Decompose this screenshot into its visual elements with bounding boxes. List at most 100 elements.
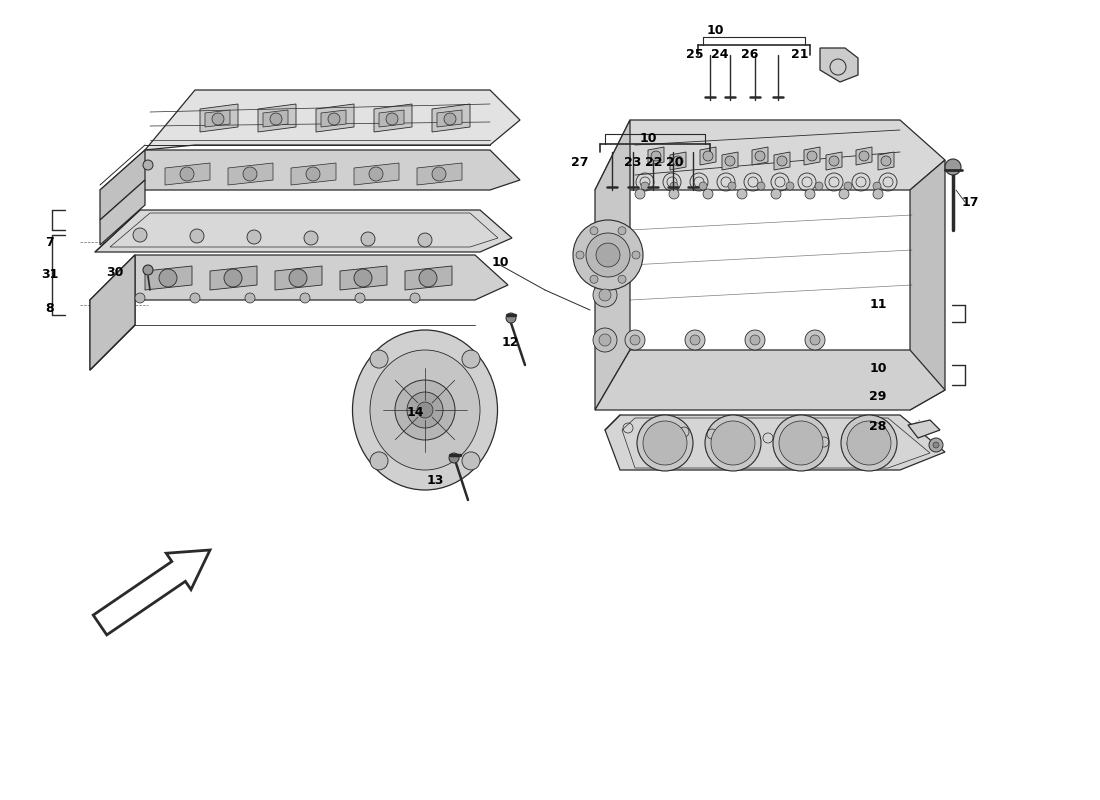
Circle shape xyxy=(635,189,645,199)
Polygon shape xyxy=(856,147,872,165)
Circle shape xyxy=(945,159,961,175)
Circle shape xyxy=(419,269,437,287)
Circle shape xyxy=(842,415,896,471)
Text: 14: 14 xyxy=(406,406,424,418)
Circle shape xyxy=(180,167,194,181)
Circle shape xyxy=(432,167,446,181)
Polygon shape xyxy=(100,150,520,190)
Circle shape xyxy=(361,232,375,246)
Circle shape xyxy=(786,182,794,190)
Text: 10: 10 xyxy=(639,131,657,145)
Circle shape xyxy=(839,189,849,199)
Text: 10: 10 xyxy=(706,23,724,37)
Text: 24: 24 xyxy=(712,49,728,62)
Polygon shape xyxy=(292,163,336,185)
Circle shape xyxy=(737,189,747,199)
Circle shape xyxy=(386,113,398,125)
Circle shape xyxy=(289,269,307,287)
Ellipse shape xyxy=(352,330,497,490)
Circle shape xyxy=(600,289,610,301)
Circle shape xyxy=(618,275,626,283)
Circle shape xyxy=(328,113,340,125)
Polygon shape xyxy=(826,152,842,170)
Circle shape xyxy=(444,113,456,125)
Text: 26: 26 xyxy=(741,49,759,62)
Circle shape xyxy=(407,392,443,428)
Polygon shape xyxy=(165,163,210,185)
Circle shape xyxy=(930,438,943,452)
Polygon shape xyxy=(722,152,738,170)
Circle shape xyxy=(829,156,839,166)
Circle shape xyxy=(368,167,383,181)
Polygon shape xyxy=(878,152,894,170)
Circle shape xyxy=(757,182,764,190)
Text: 29: 29 xyxy=(869,390,887,403)
Circle shape xyxy=(777,156,786,166)
Circle shape xyxy=(703,151,713,161)
Circle shape xyxy=(644,421,688,465)
Circle shape xyxy=(651,151,661,161)
Circle shape xyxy=(143,265,153,275)
Circle shape xyxy=(745,330,764,350)
Circle shape xyxy=(641,182,649,190)
Circle shape xyxy=(600,334,610,346)
Polygon shape xyxy=(648,147,664,165)
Polygon shape xyxy=(700,147,716,165)
Circle shape xyxy=(593,283,617,307)
Circle shape xyxy=(807,151,817,161)
Circle shape xyxy=(847,421,891,465)
Polygon shape xyxy=(90,255,135,370)
Circle shape xyxy=(844,182,852,190)
Circle shape xyxy=(300,293,310,303)
Polygon shape xyxy=(228,163,273,185)
Circle shape xyxy=(703,189,713,199)
Circle shape xyxy=(859,151,869,161)
Circle shape xyxy=(873,189,883,199)
Text: 13: 13 xyxy=(427,474,443,486)
Circle shape xyxy=(395,380,455,440)
Circle shape xyxy=(462,350,480,368)
Polygon shape xyxy=(100,150,145,220)
Text: 11: 11 xyxy=(869,298,887,311)
Text: 10: 10 xyxy=(869,362,887,374)
Circle shape xyxy=(354,269,372,287)
Circle shape xyxy=(618,226,626,234)
Circle shape xyxy=(779,421,823,465)
Polygon shape xyxy=(205,110,230,127)
Polygon shape xyxy=(200,104,238,132)
Polygon shape xyxy=(374,104,412,132)
Polygon shape xyxy=(595,120,630,410)
Polygon shape xyxy=(316,104,354,132)
Text: 12: 12 xyxy=(502,335,519,349)
Circle shape xyxy=(669,189,679,199)
Circle shape xyxy=(135,293,145,303)
Circle shape xyxy=(725,156,735,166)
Circle shape xyxy=(873,182,881,190)
Circle shape xyxy=(685,330,705,350)
Circle shape xyxy=(418,233,432,247)
Polygon shape xyxy=(379,110,404,127)
Text: 17: 17 xyxy=(961,195,979,209)
Circle shape xyxy=(160,269,177,287)
Circle shape xyxy=(462,452,480,470)
Polygon shape xyxy=(820,48,858,82)
Text: 28: 28 xyxy=(869,421,887,434)
Circle shape xyxy=(630,335,640,345)
Polygon shape xyxy=(340,266,387,290)
Circle shape xyxy=(590,226,598,234)
Circle shape xyxy=(417,402,433,418)
Text: 8: 8 xyxy=(46,302,54,314)
Circle shape xyxy=(224,269,242,287)
Circle shape xyxy=(637,415,693,471)
Polygon shape xyxy=(774,152,790,170)
Text: 7: 7 xyxy=(45,235,54,249)
Polygon shape xyxy=(670,152,686,170)
Circle shape xyxy=(190,293,200,303)
Polygon shape xyxy=(354,163,399,185)
Polygon shape xyxy=(321,110,346,127)
Polygon shape xyxy=(595,120,945,190)
Text: 22: 22 xyxy=(646,157,662,170)
Polygon shape xyxy=(910,160,945,410)
Circle shape xyxy=(304,231,318,245)
Circle shape xyxy=(698,182,707,190)
